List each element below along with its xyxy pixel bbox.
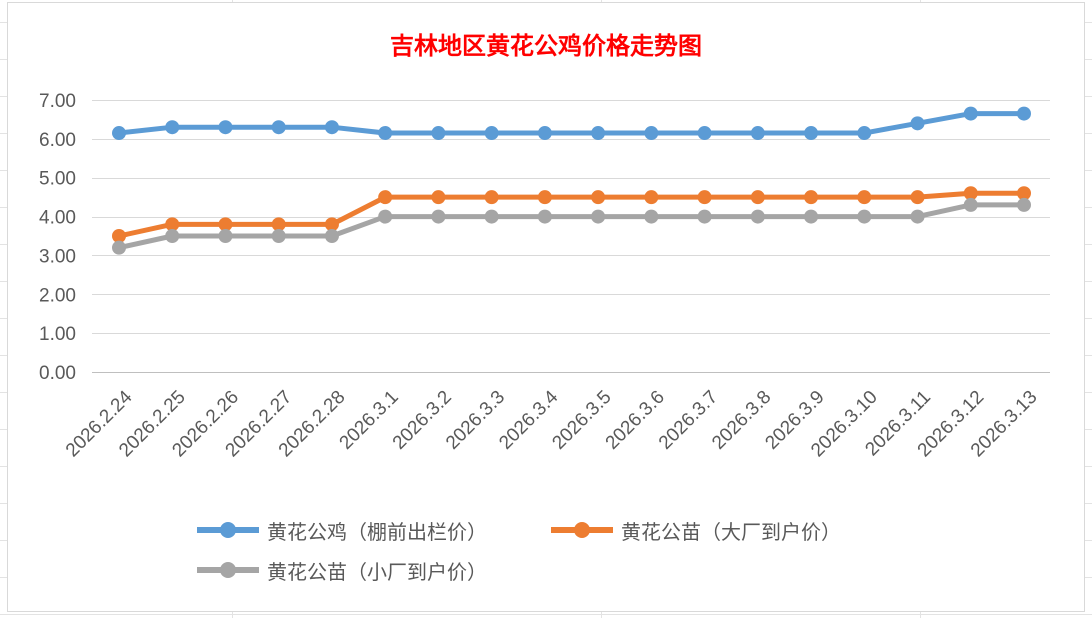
data-point[interactable] [644,190,659,205]
legend-swatch-chick-small-plant [197,552,259,588]
series-line [116,202,1027,251]
data-point[interactable] [963,186,978,201]
legend-swatch-chick-large-plant [551,512,613,548]
data-point[interactable] [324,229,339,243]
data-point[interactable] [591,209,606,224]
data-point[interactable] [697,190,712,205]
series-1 [112,186,1031,243]
data-point[interactable] [963,106,978,121]
data-point[interactable] [697,209,712,224]
data-point[interactable] [378,209,393,224]
data-point[interactable] [218,120,233,135]
y-tick-label: 1.00 [39,324,76,345]
data-point[interactable] [750,209,765,224]
data-point[interactable] [644,126,659,141]
data-point[interactable] [1017,106,1031,121]
data-point[interactable] [112,240,126,255]
y-tick-label: 3.00 [39,246,76,267]
data-point[interactable] [218,217,233,232]
data-point[interactable] [431,190,446,205]
data-point[interactable] [910,116,925,131]
legend-label: 黄花公苗（大厂到户价） [621,519,841,544]
data-point[interactable] [804,209,819,224]
data-point[interactable] [271,120,286,135]
y-axis-ticks: 0.00 1.00 2.00 3.00 4.00 5.00 6.00 7.00 [39,91,76,384]
data-point[interactable] [1017,197,1031,212]
y-tick-label: 5.00 [39,169,76,190]
data-point[interactable] [165,120,180,135]
data-point[interactable] [857,126,872,141]
series-2 [112,197,1031,255]
data-point[interactable] [644,209,659,224]
data-point[interactable] [378,126,393,141]
x-axis-ticks: 2026.2.242026.2.252026.2.262026.2.272026… [62,386,1042,461]
data-point[interactable] [591,190,606,205]
data-point[interactable] [857,190,872,205]
series-line [116,190,1027,239]
data-point[interactable] [963,197,978,212]
series-line [116,111,1027,136]
data-point[interactable] [378,190,393,205]
chart-title: 吉林地区黄花公鸡价格走势图 [390,31,702,60]
series-0 [112,106,1031,141]
y-tick-label: 2.00 [39,285,76,306]
data-point[interactable] [697,126,712,141]
data-point[interactable] [112,126,126,141]
legend-item-rooster-farm[interactable]: 黄花公鸡（棚前出栏价） [197,512,487,548]
data-point[interactable] [537,190,552,205]
data-point[interactable] [804,190,819,205]
data-point[interactable] [484,126,499,141]
y-tick-label: 6.00 [39,130,76,151]
data-point[interactable] [112,229,126,243]
y-tick-label: 4.00 [39,208,76,229]
data-point[interactable] [804,126,819,141]
y-tick-label: 7.00 [39,91,76,112]
data-point[interactable] [591,126,606,141]
data-point[interactable] [218,229,233,243]
y-tick-label: 0.00 [39,363,76,384]
data-point[interactable] [271,217,286,232]
data-point[interactable] [537,126,552,141]
data-point[interactable] [431,209,446,224]
data-point[interactable] [910,190,925,205]
data-point[interactable] [910,209,925,224]
data-point[interactable] [537,209,552,224]
data-point[interactable] [324,217,339,232]
data-point[interactable] [750,126,765,141]
data-point[interactable] [165,229,180,243]
data-point[interactable] [750,190,765,205]
legend-label: 黄花公苗（小厂到户价） [267,559,487,584]
series-layer [112,106,1031,255]
legend-item-chick-small-plant[interactable]: 黄花公苗（小厂到户价） [197,552,487,588]
data-point[interactable] [857,209,872,224]
data-point[interactable] [165,217,180,232]
legend-label: 黄花公鸡（棚前出栏价） [267,519,487,544]
data-point[interactable] [324,120,339,135]
chart-area[interactable] [7,2,1085,612]
data-point[interactable] [484,209,499,224]
data-point[interactable] [1017,186,1031,201]
data-point[interactable] [431,126,446,141]
legend-item-chick-large-plant[interactable]: 黄花公苗（大厂到户价） [551,512,841,548]
data-point[interactable] [271,229,286,243]
legend-swatch-rooster-farm [197,512,259,548]
data-point[interactable] [484,190,499,205]
